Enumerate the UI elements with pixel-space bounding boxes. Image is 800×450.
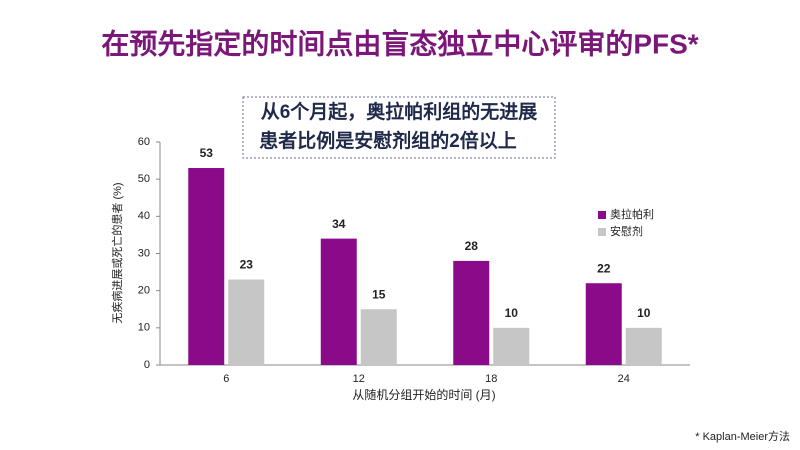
y-tick-label: 10 [138, 322, 150, 334]
value-label: 10 [637, 306, 651, 320]
bar [228, 279, 265, 365]
y-tick-label: 30 [138, 247, 150, 259]
x-tick-label: 12 [353, 373, 365, 385]
value-label: 34 [332, 217, 346, 231]
legend-swatch [598, 228, 606, 236]
x-axis-label: 从随机分组开始的时间 (月) [352, 387, 495, 402]
x-tick-label: 24 [618, 373, 630, 385]
x-tick-label: 18 [485, 373, 497, 385]
y-axis-label: 无疾病进展或死亡的患者 (%) [110, 182, 124, 323]
bar [188, 168, 225, 365]
y-tick-label: 60 [138, 136, 150, 148]
bar [625, 327, 662, 365]
legend-swatch [598, 211, 606, 219]
y-tick-label: 50 [138, 173, 150, 185]
y-tick-label: 0 [144, 359, 150, 371]
footnote: * Kaplan-Meier方法 [695, 429, 790, 443]
value-label: 15 [372, 287, 386, 301]
value-label: 53 [200, 146, 214, 160]
legend-label: 安慰剂 [610, 224, 643, 238]
value-label: 23 [240, 258, 254, 272]
annotation-box [242, 96, 556, 159]
value-label: 22 [597, 261, 611, 275]
value-label: 28 [465, 239, 479, 253]
y-tick-label: 40 [138, 210, 150, 222]
annotation: 从6个月起，奥拉帕利组的无进展 [261, 100, 538, 123]
bar [493, 327, 530, 365]
bar [453, 260, 490, 365]
chart-title: 在预先指定的时间点由盲态独立中心评审的PFS* [101, 27, 698, 59]
x-tick-label: 6 [223, 373, 229, 385]
y-tick-label: 20 [138, 285, 150, 297]
bar [585, 283, 622, 365]
bar [320, 238, 357, 365]
legend-label: 奥拉帕利 [610, 207, 654, 221]
value-label: 10 [505, 306, 519, 320]
bar [360, 309, 397, 365]
annotation: 患者比例是安慰剂组的2倍以上 [259, 129, 517, 152]
